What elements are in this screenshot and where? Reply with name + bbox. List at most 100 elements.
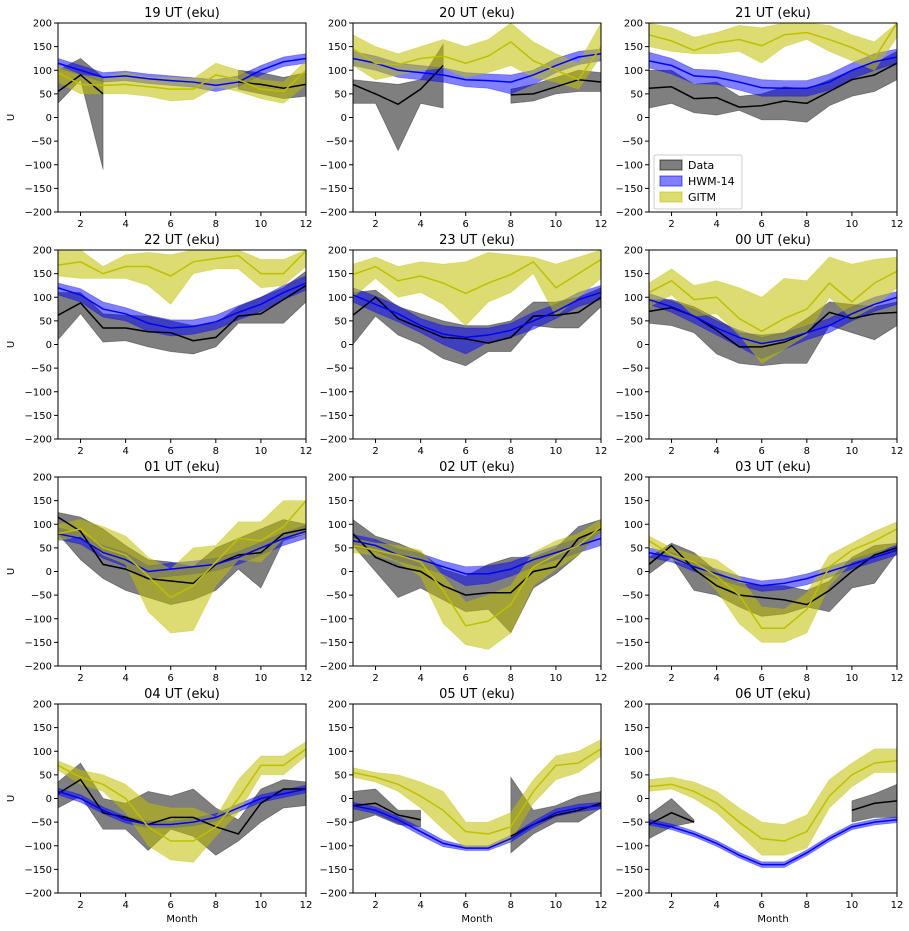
x-tick-label: 10	[550, 900, 563, 911]
band-data-0	[353, 788, 422, 828]
x-axis-label: Month	[757, 914, 788, 925]
x-tick-label: 6	[759, 219, 765, 230]
x-tick-label: 12	[595, 219, 608, 230]
line-data-0	[58, 284, 306, 342]
line-gitm-0	[649, 528, 897, 629]
line-gitm-0	[58, 69, 306, 93]
x-tick-label: 4	[713, 673, 719, 684]
x-tick-label: 12	[300, 900, 313, 911]
x-tick-label: 6	[168, 446, 174, 457]
y-tick-label: −100	[320, 160, 347, 171]
x-tick-label: 2	[372, 900, 378, 911]
panel-10: −200 −150 −100 −50 0 50 100 150 200 2 4 6 8 10 12 04 UT…	[6, 687, 312, 925]
x-tick-label: 10	[255, 446, 268, 457]
y-tick-label: −50	[622, 591, 643, 602]
band-gitm-0	[649, 23, 897, 71]
y-tick-label: 0	[637, 567, 643, 578]
y-tick-label: 0	[637, 113, 643, 124]
x-tick-label: 10	[255, 673, 268, 684]
x-tick-label: 2	[77, 673, 83, 684]
y-tick-label: −100	[25, 387, 52, 398]
legend-swatch	[659, 159, 683, 171]
band-gitm-0	[649, 748, 897, 856]
plot-area	[649, 748, 897, 868]
y-tick-label: −150	[320, 638, 347, 649]
y-tick-label: 200	[328, 19, 347, 30]
y-tick-label: −50	[326, 818, 347, 829]
x-tick-label: 12	[891, 219, 904, 230]
x-tick-label: 12	[595, 900, 608, 911]
band-data-0	[353, 42, 444, 152]
y-tick-label: −50	[326, 591, 347, 602]
line-data-0	[649, 811, 695, 826]
x-axis-label: Month	[461, 914, 492, 925]
y-tick-label: −100	[25, 841, 52, 852]
x-tick-label: 4	[417, 900, 423, 911]
x-tick-label: 2	[77, 446, 83, 457]
y-tick-label: 150	[624, 496, 643, 507]
plot-area	[649, 256, 897, 367]
y-tick-label: −150	[616, 411, 643, 422]
y-tick-label: −150	[25, 638, 52, 649]
x-tick-label: 8	[213, 219, 219, 230]
line-data-0	[353, 296, 601, 344]
x-tick-label: 6	[759, 900, 765, 911]
y-tick-label: −200	[320, 435, 347, 446]
x-tick-label: 10	[550, 219, 563, 230]
y-tick-label: 150	[328, 269, 347, 280]
y-axis-label: U	[6, 795, 17, 802]
y-tick-label: 100	[33, 293, 52, 304]
line-data-1	[510, 78, 601, 96]
panel-1: −200 −150 −100 −50 0 50 100 150 200 2 4 6 8 10 12 19 UT…	[6, 6, 312, 230]
y-tick-label: 150	[33, 269, 52, 280]
band-gitm-0	[353, 738, 601, 849]
x-tick-label: 4	[417, 219, 423, 230]
y-tick-label: −150	[25, 184, 52, 195]
y-tick-label: 200	[328, 700, 347, 711]
y-tick-label: 100	[624, 520, 643, 531]
panel-title: 04 UT (eku)	[144, 687, 220, 702]
y-tick-label: −100	[320, 387, 347, 398]
line-hwm-14-0	[649, 56, 897, 89]
y-tick-label: −100	[320, 614, 347, 625]
x-tick-label: 4	[417, 446, 423, 457]
x-tick-label: 10	[846, 219, 859, 230]
y-tick-label: −100	[616, 160, 643, 171]
x-tick-label: 8	[213, 673, 219, 684]
y-tick-label: −200	[320, 889, 347, 900]
y-tick-label: −200	[616, 208, 643, 219]
legend-swatch	[659, 191, 683, 203]
panel-title: 21 UT (eku)	[735, 6, 811, 21]
x-tick-label: 6	[759, 673, 765, 684]
x-axis-label: Month	[166, 914, 197, 925]
y-tick-label: 100	[328, 293, 347, 304]
y-tick-label: 50	[630, 543, 643, 554]
x-tick-label: 4	[122, 900, 128, 911]
panel-3: −200 −150 −100 −50 0 50 100 150 200 2 4 6 8 10 12 21 UT…	[616, 6, 904, 230]
x-tick-label: 10	[846, 446, 859, 457]
y-tick-label: 100	[624, 293, 643, 304]
y-tick-label: −50	[31, 591, 52, 602]
y-axis-label: U	[6, 341, 17, 348]
panel-title: 03 UT (eku)	[735, 460, 811, 475]
x-tick-label: 4	[713, 219, 719, 230]
x-tick-label: 4	[122, 219, 128, 230]
panel-title: 02 UT (eku)	[439, 460, 515, 475]
band-gitm-0	[58, 500, 306, 634]
panel-7: −200 −150 −100 −50 0 50 100 150 200 2 4 6 8 10 12 01 UT…	[6, 460, 312, 684]
x-tick-label: 12	[595, 673, 608, 684]
line-gitm-0	[58, 500, 306, 599]
y-tick-label: 200	[624, 19, 643, 30]
y-axis-label: U	[6, 114, 17, 121]
x-tick-label: 10	[846, 673, 859, 684]
line-gitm-0	[649, 23, 897, 60]
band-gitm-0	[353, 519, 601, 650]
x-tick-label: 8	[804, 219, 810, 230]
plot-area	[353, 250, 601, 367]
y-tick-label: 0	[46, 113, 52, 124]
x-tick-label: 2	[668, 219, 674, 230]
line-gitm-0	[353, 40, 601, 81]
line-hwm-14-0	[649, 549, 897, 587]
line-data-1	[238, 81, 306, 89]
